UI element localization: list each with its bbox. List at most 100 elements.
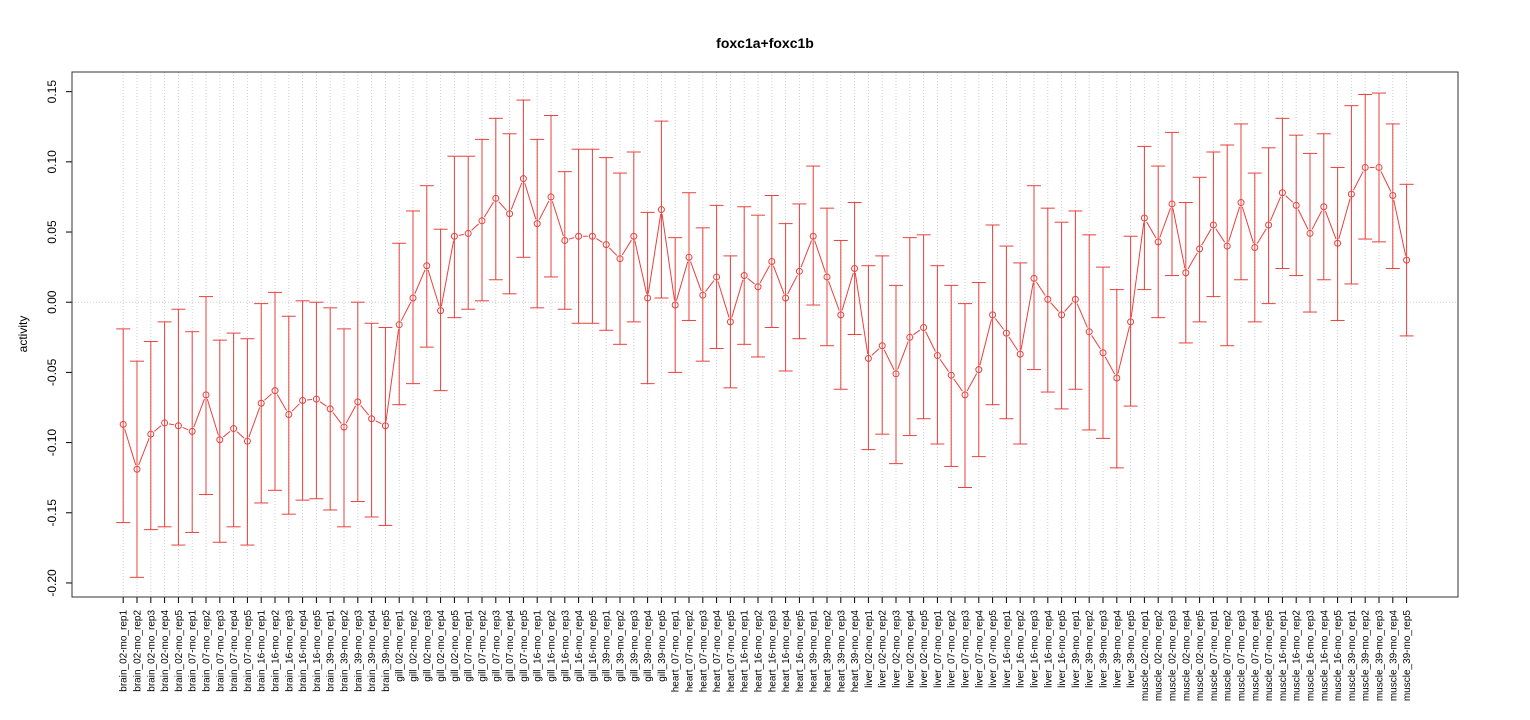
x-tick-label: gill_07-mo_rep3 <box>491 610 502 682</box>
x-tick-label: brain_16-mo_rep5 <box>312 610 323 692</box>
series-segment <box>471 223 480 231</box>
data-point <box>713 273 721 281</box>
x-tick-label: brain_39-mo_rep2 <box>340 610 351 692</box>
data-point <box>906 333 914 341</box>
data-point <box>492 194 500 202</box>
x-tick-label: muscle_16-mo_rep2 <box>1292 610 1303 702</box>
series-segment <box>1311 210 1323 230</box>
x-tick-label: gill_07-mo_rep1 <box>464 610 475 682</box>
data-point <box>754 283 762 291</box>
x-tick-label: heart_16-mo_rep5 <box>795 610 806 693</box>
data-points <box>119 163 1411 473</box>
x-tick-label: brain_07-mo_rep2 <box>202 610 213 692</box>
data-point <box>437 307 445 315</box>
x-tick-label: liver_39-mo_rep4 <box>1112 610 1123 688</box>
series-segment <box>222 431 231 438</box>
series-segment <box>705 280 715 292</box>
x-tick-label: muscle_16-mo_rep3 <box>1306 610 1317 702</box>
y-axis: -0.20 -0.15 -0.10 -0.05 0.00 0.05 0.10 0.15 <box>45 80 73 597</box>
data-point <box>740 272 748 280</box>
data-point <box>202 391 210 399</box>
series-segment <box>1130 222 1145 318</box>
x-tick-label: gill_02-mo_rep5 <box>450 610 461 682</box>
data-point <box>1237 199 1245 207</box>
data-point <box>795 267 803 275</box>
series-segment <box>1393 199 1407 256</box>
x-tick-label: gill_02-mo_rep1 <box>395 610 406 682</box>
series-segment <box>206 399 219 436</box>
data-point <box>1347 190 1355 198</box>
series-segment <box>1241 206 1254 244</box>
series-segment <box>375 420 382 425</box>
data-point <box>1113 374 1121 382</box>
data-point <box>368 415 376 423</box>
series-segment <box>1159 208 1171 238</box>
data-point <box>423 262 431 270</box>
series-segment <box>690 261 702 292</box>
data-point <box>409 294 417 302</box>
x-tick-label: liver_16-mo_rep1 <box>1002 610 1013 688</box>
x-tick-label: liver_07-mo_rep2 <box>947 610 958 688</box>
data-point <box>809 232 817 240</box>
data-point <box>1071 295 1079 303</box>
x-tick-label: muscle_02-mo_rep4 <box>1181 610 1192 702</box>
series-segment <box>1380 171 1392 192</box>
y-tick-label: 0.15 <box>45 80 59 104</box>
x-tick-label: liver_16-mo_rep4 <box>1043 610 1054 688</box>
data-point <box>768 258 776 266</box>
data-point <box>285 411 293 419</box>
grid-lines <box>122 72 1408 597</box>
series-segment <box>608 247 618 256</box>
data-point <box>230 425 238 433</box>
data-point <box>1389 192 1397 200</box>
series-segment <box>193 398 205 428</box>
series-segment <box>385 329 400 422</box>
series-segment <box>953 378 963 392</box>
x-tick-label: muscle_07-mo_rep2 <box>1223 610 1234 702</box>
series-segment <box>800 240 813 268</box>
series-segment <box>182 426 189 431</box>
x-tick-label: brain_16-mo_rep1 <box>257 610 268 692</box>
data-point <box>878 342 886 350</box>
data-point <box>726 318 734 326</box>
series-segment <box>400 301 412 321</box>
data-point <box>519 175 527 183</box>
data-point <box>782 294 790 302</box>
x-tick-label: gill_16-mo_rep5 <box>588 610 599 682</box>
x-tick-label: gill_39-mo_rep3 <box>629 610 640 682</box>
x-tick-label: brain_39-mo_rep3 <box>353 610 364 692</box>
x-tick-label: gill_07-mo_rep5 <box>519 610 530 682</box>
x-tick-label: heart_07-mo_rep3 <box>698 610 709 693</box>
data-point <box>575 232 583 240</box>
series-segment <box>1064 302 1073 312</box>
series-segment <box>814 240 827 273</box>
x-tick-label: gill_07-mo_rep2 <box>478 610 489 682</box>
series-segment <box>647 213 662 294</box>
data-point <box>119 420 127 428</box>
x-tick-label: brain_16-mo_rep4 <box>298 610 309 692</box>
series-segment <box>1146 221 1157 239</box>
x-tick-label: brain_07-mo_rep5 <box>243 610 254 692</box>
data-point <box>588 232 596 240</box>
y-tick-label: 0.10 <box>45 150 59 174</box>
series-segment <box>1285 195 1294 203</box>
series-segment <box>498 201 507 211</box>
data-point <box>1361 163 1369 171</box>
x-tick-label: heart_16-mo_rep4 <box>781 610 792 693</box>
data-point <box>975 366 983 374</box>
data-point <box>133 465 141 473</box>
data-point <box>837 311 845 319</box>
data-point <box>340 423 348 431</box>
data-point <box>1292 201 1300 209</box>
x-tick-label: gill_07-mo_rep4 <box>505 610 516 682</box>
x-tick-label: muscle_07-mo_rep5 <box>1264 610 1275 702</box>
plot-frame <box>71 71 1459 598</box>
x-tick-label: brain_39-mo_rep1 <box>326 610 337 692</box>
x-tick-label: muscle_07-mo_rep4 <box>1250 610 1261 702</box>
data-point <box>644 294 652 302</box>
data-point <box>1251 243 1259 251</box>
data-point <box>892 370 900 378</box>
series-segment <box>1215 228 1226 243</box>
x-tick-label: muscle_39-mo_rep2 <box>1361 610 1372 702</box>
